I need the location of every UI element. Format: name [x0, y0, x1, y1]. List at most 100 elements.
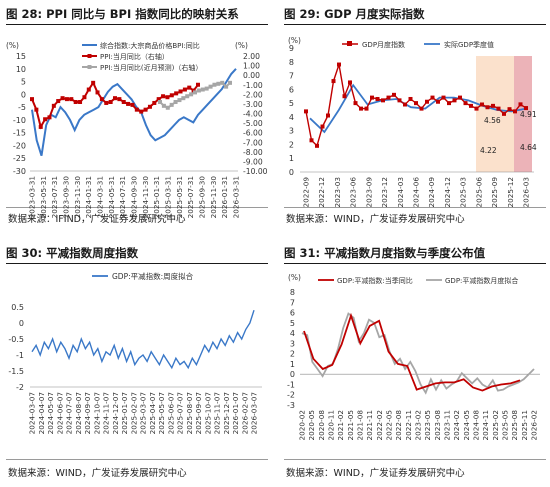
- fig29-monthly-marker: [452, 98, 457, 103]
- fig31-x-tick: 2025-11: [520, 410, 529, 441]
- fig28-ppi-marker: [30, 97, 34, 102]
- fig30-x-tick: 2024-06-07: [55, 392, 64, 435]
- fig31-x-tick: 2024-02: [452, 410, 461, 441]
- fig30-x-tick: 2025-12-07: [222, 392, 231, 435]
- fig28-y-tick: -30: [13, 167, 26, 176]
- fig28-x-tick: 2023-07-31: [50, 176, 59, 218]
- fig29-annotation: 4.56: [484, 116, 501, 125]
- fig28-forecast-marker: [224, 84, 229, 89]
- fig28-legend-marker: [87, 54, 92, 58]
- fig29-annotation: 4.64: [520, 143, 537, 152]
- fig28-x-tick: 2023-11-30: [73, 176, 82, 219]
- fig28-y2-tick: 2.00: [243, 52, 260, 61]
- fig28-ppi-marker: [187, 85, 192, 90]
- fig31-y-tick: -1: [287, 380, 295, 389]
- fig28-ppi-marker: [78, 100, 83, 104]
- fig30-x-tick: 2025-03-07: [139, 392, 148, 435]
- fig29-x-tick: 2023-09: [364, 177, 373, 208]
- fig30-x-tick: 2025-09-07: [194, 392, 203, 435]
- fig28-source: 数据来源：IFIND，广发证券发展研究中心: [8, 214, 186, 225]
- fig29-monthly-marker: [414, 101, 418, 106]
- fig30-x-tick: 2024-12-07: [111, 392, 120, 435]
- fig28-x-tick: 2024-03-31: [96, 176, 105, 218]
- fig30-source-rule: [6, 459, 268, 460]
- fig28-x-tick: 2025-11-30: [209, 176, 218, 219]
- fig28-x-tick: 2023-05-31: [39, 176, 48, 218]
- fig31-x-tick: 2026-02: [530, 410, 539, 441]
- fig28-title-rule: [6, 24, 268, 25]
- fig29-monthly-marker: [364, 106, 369, 111]
- fig28-ppi-marker: [108, 100, 113, 104]
- fig29-monthly-marker: [309, 138, 314, 143]
- fig31-y-tick: 0: [290, 370, 295, 379]
- fig29-y-tick: 4: [289, 113, 294, 122]
- fig29-monthly-marker: [331, 79, 336, 84]
- fig30-x-tick: 2024-04-07: [37, 392, 46, 435]
- fig28-x-tick: 2024-01-31: [84, 176, 93, 218]
- fig29-source-rule: [284, 207, 546, 208]
- fig31-series-quarterly: [303, 312, 521, 392]
- fig28-ppi-marker: [169, 93, 174, 98]
- fig30-x-tick: 2025-11-07: [213, 392, 222, 435]
- fig30-x-tick: 2024-05-07: [46, 392, 55, 435]
- fig28-forecast-marker: [177, 98, 182, 103]
- fig29-legend-marker: [347, 41, 352, 46]
- fig29-monthly-marker: [496, 106, 501, 111]
- fig30-x-tick: 2025-04-07: [148, 392, 157, 435]
- fig29-title: 图 29: GDP 月度实际指数: [284, 7, 425, 21]
- fig31-source-rule: [284, 459, 546, 460]
- fig29-monthly-marker: [375, 96, 380, 101]
- fig30-x-tick: 2024-07-07: [65, 392, 74, 435]
- fig28-y2-tick: -6.00: [243, 129, 263, 138]
- fig28-title: 图 28: PPI 同比与 BPI 指数同比的映射关系: [6, 7, 239, 21]
- fig30-title-rule: [6, 263, 268, 264]
- fig29-y-tick: 7: [289, 72, 294, 81]
- fig28-x-tick: 2024-09-30: [130, 176, 139, 219]
- fig28-ppi-marker: [34, 107, 39, 112]
- fig28-y2-tick: -1.00: [243, 81, 263, 90]
- fig28-forecast-marker: [165, 105, 170, 110]
- fig29-monthly-marker: [397, 98, 402, 103]
- fig28-ppi-marker: [174, 91, 179, 96]
- fig28-y2-tick: -2.00: [243, 90, 263, 99]
- fig29-monthly-marker: [491, 103, 495, 108]
- fig31-y-tick: 6: [290, 309, 295, 318]
- fig28-x-tick: 2025-09-30: [198, 176, 207, 219]
- fig28-ppi-marker: [95, 90, 100, 95]
- fig30-x-tick: 2026-03-07: [250, 392, 259, 435]
- fig31-y-tick: -2: [287, 391, 295, 400]
- fig29-monthly-marker: [458, 95, 462, 100]
- fig28-source-rule: [6, 207, 268, 208]
- fig29-annotation: 4.22: [480, 146, 497, 155]
- fig31-x-tick: 2021-02: [336, 410, 345, 441]
- fig29-monthly-marker: [463, 101, 468, 106]
- fig29-monthly-marker: [502, 111, 506, 116]
- fig29-title-rule: [284, 24, 546, 25]
- fig28-x-tick: 2025-03-31: [164, 176, 173, 218]
- fig28-legend-label: PPI:当月同比（右轴）: [100, 52, 169, 61]
- fig28-ppi-marker: [51, 103, 56, 108]
- fig31-x-tick: 2022-08: [394, 410, 403, 441]
- fig31-x-tick: 2021-08: [356, 410, 365, 441]
- fig30-x-tick: 2024-10-07: [92, 392, 101, 435]
- fig29-chart: (%)9 8 7 6 5 4 3 2 1 0 2022-09 2022-12 2023-03 2023-0…: [288, 36, 537, 208]
- fig31-x-tick: 2023-11: [443, 410, 452, 441]
- fig30-x-tick: 2024-08-07: [74, 392, 83, 435]
- fig29-unit: (%): [288, 36, 301, 45]
- fig28-forecast-marker: [185, 94, 190, 99]
- fig28-ppi-marker: [143, 107, 148, 112]
- fig28-ppi-marker: [178, 89, 183, 94]
- fig28-x-tick: 2023-09-30: [62, 176, 71, 219]
- fig29-monthly-marker: [441, 95, 446, 100]
- fig28-y2-tick: -4.00: [243, 110, 263, 119]
- fig30-x-tick: 2024-09-07: [83, 392, 92, 435]
- fig29-x-tick: 2022-09: [302, 177, 311, 208]
- fig29-x-tick: 2024-12: [443, 177, 452, 208]
- fig31-x-tick: 2023-02: [414, 410, 423, 441]
- fig31-legend-label: GDP:平减指数月度拟合: [445, 276, 518, 285]
- fig29-y-tick: 0: [289, 168, 294, 177]
- fig29-shade-forecast: [476, 56, 514, 172]
- fig29-monthly-marker: [469, 103, 473, 108]
- fig28-y-tick: -15: [13, 129, 26, 138]
